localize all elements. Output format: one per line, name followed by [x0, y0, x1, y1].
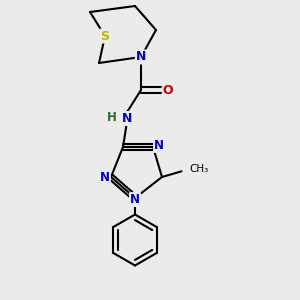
Text: H: H [107, 111, 116, 124]
Text: S: S [100, 29, 109, 43]
Text: N: N [100, 171, 110, 184]
Text: N: N [154, 139, 164, 152]
Text: N: N [136, 50, 146, 64]
Text: O: O [163, 83, 173, 97]
Text: N: N [122, 112, 133, 125]
Text: CH₃: CH₃ [189, 164, 208, 175]
Text: N: N [130, 193, 140, 206]
